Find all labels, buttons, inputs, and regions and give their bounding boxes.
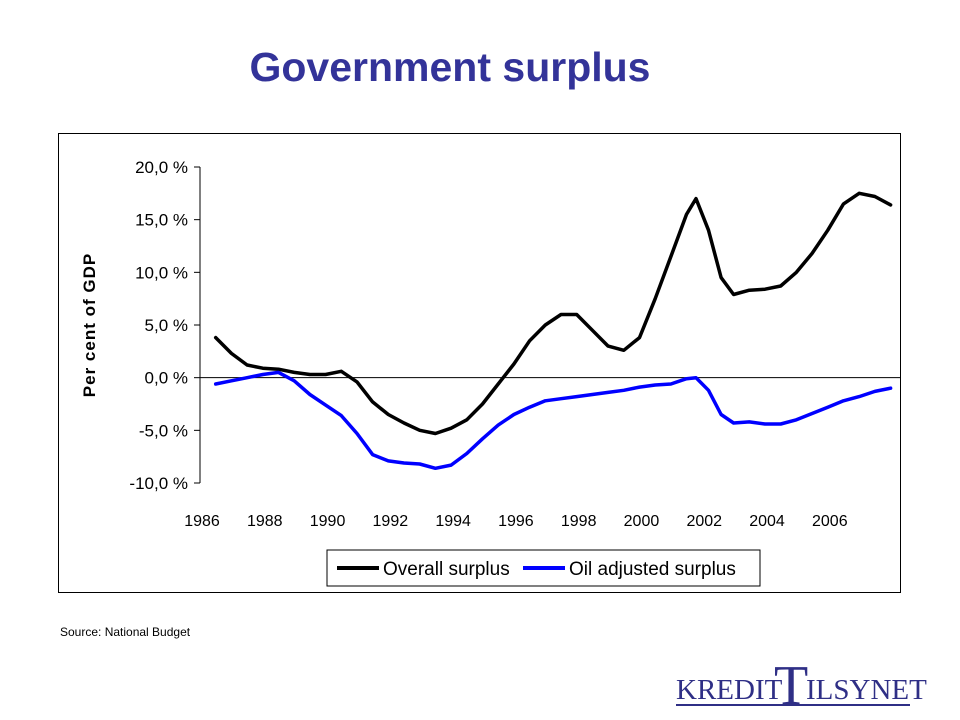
x-tick-label: 2002 [686,513,722,530]
y-tick-label: -5,0 % [139,421,188,440]
x-tick-label: 1988 [247,513,283,530]
logo-underline [676,704,910,706]
x-tick-label: 1998 [561,513,597,530]
x-tick-label: 2006 [812,513,848,530]
chart-frame: 20,0 % 15,0 % 10,0 % 5,0 % 0,0 % -5,0 % -10,0 … [58,133,901,593]
x-tick-label: 1990 [310,513,346,530]
logo-text-part1: KREDIT [676,674,783,706]
y-tick-label: 0,0 % [145,369,188,388]
x-tick-label: 1992 [373,513,409,530]
source-note: Source: National Budget [60,625,191,639]
y-tick-label: -10,0 % [129,474,188,493]
x-tick-label: 2004 [749,513,785,530]
y-axis-title: Per cent of GDP [80,253,99,397]
logo-text-part2: ILSYNET [806,674,927,706]
line-chart: 20,0 % 15,0 % 10,0 % 5,0 % 0,0 % -5,0 % -10,0 … [80,158,900,587]
y-tick-label: 20,0 % [135,158,188,177]
x-tick-label: 1994 [435,513,471,530]
legend-label: Overall surplus [383,559,510,580]
y-tick-label: 15,0 % [135,211,188,230]
x-tick-label: 1996 [498,513,534,530]
series-line-oil-adjusted-surplus [213,370,893,471]
page-title: Government surplus [249,44,651,90]
kredittilsynet-logo: KREDIT T ILSYNET [676,658,927,714]
y-tick-label: 5,0 % [145,316,188,335]
y-tick-label: 10,0 % [135,263,188,282]
series-line-overall-surplus [213,191,893,436]
legend-label: Oil adjusted surplus [569,559,736,580]
x-tick-label: 1986 [184,513,220,530]
x-tick-label: 2000 [624,513,660,530]
